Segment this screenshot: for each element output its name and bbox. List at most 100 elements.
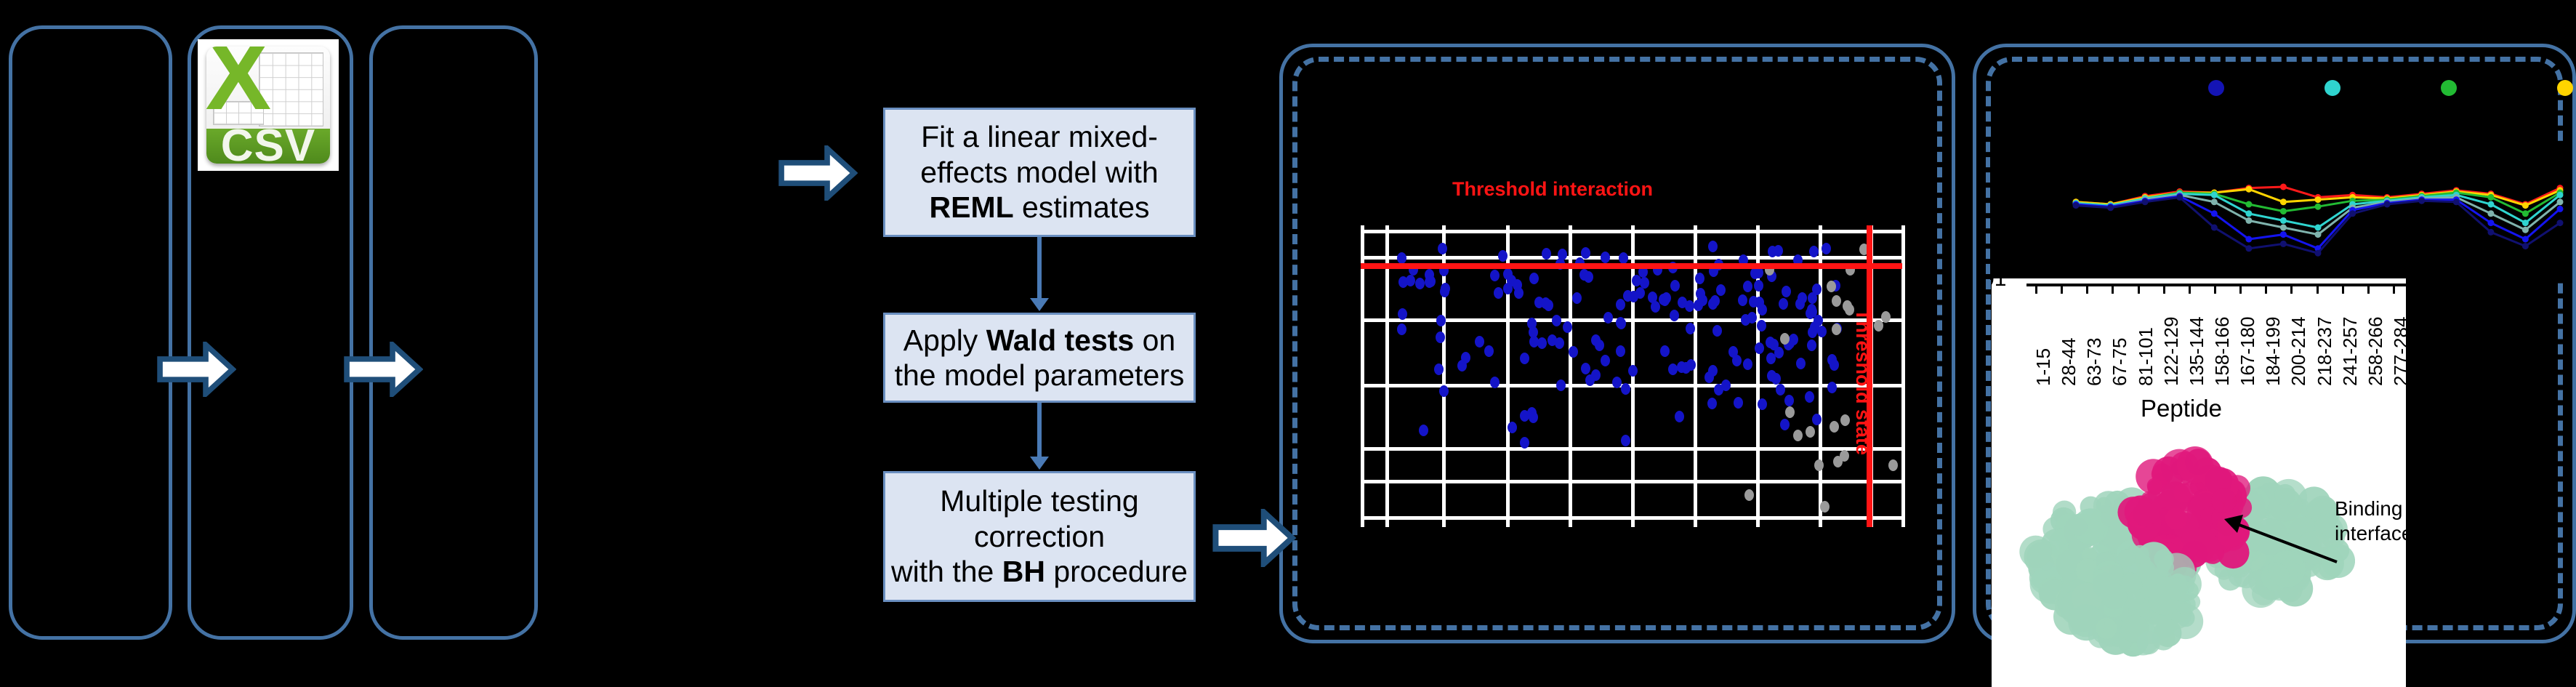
- scatter-point-significant: [1554, 337, 1564, 350]
- x-tick-label: 122-129: [2160, 316, 2182, 386]
- x-tick-mark: [2265, 285, 2268, 294]
- arrow-analysis-to-steps: [778, 145, 858, 201]
- x-tick-mark: [2162, 285, 2165, 294]
- series-marker: [2210, 224, 2218, 231]
- scatter-point-nonsignificant: [1888, 459, 1898, 472]
- peptide-axis-and-structure-card[interactable]: 0.01 1-1528-4463-7367-7581-101122-129135…: [1992, 278, 2406, 687]
- scatter-point-significant: [1830, 358, 1839, 371]
- step-reml-box[interactable]: Fit a linear mixed- the model parameters…: [883, 108, 1196, 237]
- series-marker: [2487, 201, 2495, 208]
- x-tick-label: 258-266: [2364, 316, 2386, 386]
- scatter-point-significant: [1686, 323, 1696, 335]
- scatter-point-significant: [1493, 287, 1503, 300]
- step-bh-box[interactable]: Multiple testing correction with the BH …: [883, 471, 1196, 602]
- x-tick-label: 1-15: [2032, 347, 2054, 386]
- scatter-point-significant: [1811, 414, 1822, 425]
- x-tick-label: 277-284: [2390, 316, 2406, 386]
- scatter-point-significant: [1621, 382, 1631, 395]
- step-reml-text: Fit a linear mixed- the model parameters…: [920, 120, 1159, 225]
- x-tick-mark: [2393, 285, 2395, 294]
- x-tick-mark: [2239, 285, 2242, 294]
- scatter-point-significant: [1756, 319, 1766, 332]
- threshold-scatter-plot[interactable]: [1361, 225, 1905, 527]
- scatter-point-significant: [1742, 280, 1752, 292]
- x-axis-title: Peptide: [2141, 395, 2222, 422]
- series-marker: [2245, 210, 2253, 217]
- connector-wald-bh: [1037, 403, 1042, 458]
- scatter-point-significant: [1776, 383, 1786, 395]
- scatter-point-significant: [1436, 315, 1446, 327]
- scatter-point-significant: [1611, 376, 1622, 388]
- series-marker: [2487, 193, 2495, 201]
- x-tick-mark: [2290, 285, 2293, 294]
- x-tick-mark: [2188, 285, 2191, 294]
- scatter-point-significant: [1668, 363, 1678, 375]
- series-marker: [2279, 240, 2287, 247]
- scatter-point-significant: [1827, 382, 1838, 394]
- scatter-point-nonsignificant: [1814, 459, 1824, 472]
- scatter-point-nonsignificant: [1744, 489, 1755, 501]
- scatter-point-significant: [1437, 242, 1447, 254]
- analysis-panel[interactable]: [369, 25, 538, 640]
- gridline-horizontal: [1361, 447, 1902, 451]
- x-tick-label: 158-166: [2211, 316, 2233, 386]
- scatter-point-significant: [1396, 323, 1406, 335]
- protein-surface-blob: [2314, 514, 2338, 538]
- scatter-point-significant: [1715, 284, 1726, 297]
- gridline-vertical: [1756, 225, 1760, 527]
- scatter-point-significant: [1398, 276, 1409, 288]
- scatter-point-significant: [1670, 279, 1680, 292]
- arrow-input-to-data: [157, 342, 236, 397]
- scatter-point-significant: [1674, 411, 1684, 423]
- csv-grid-secondary: [212, 100, 265, 125]
- scatter-point-significant: [1779, 297, 1789, 310]
- step-wald-box[interactable]: Apply Wald tests on the model parameters: [883, 313, 1196, 403]
- scatter-point-significant: [1397, 308, 1407, 320]
- csv-file-icon[interactable]: X CSV: [200, 41, 337, 169]
- series-marker: [2279, 198, 2287, 206]
- peptide-line-chart[interactable]: [1990, 80, 2573, 280]
- scatter-point-significant: [1710, 294, 1720, 307]
- series-marker: [2521, 236, 2529, 243]
- series-marker: [2176, 193, 2183, 201]
- excel-x-icon: X: [206, 47, 272, 130]
- scatter-point-significant: [1571, 292, 1582, 305]
- scatter-point-significant: [1419, 424, 1429, 436]
- connector-reml-wald: [1037, 237, 1042, 300]
- legend-dot[interactable]: [2557, 80, 2573, 96]
- scatter-point-nonsignificant: [1805, 426, 1815, 438]
- series-marker: [2349, 210, 2356, 217]
- scatter-point-significant: [1659, 345, 1670, 358]
- legend-dot[interactable]: [2208, 80, 2224, 96]
- protein-surface-blob: [2136, 631, 2161, 655]
- binding-interface-blob: [2185, 449, 2212, 475]
- scatter-point-significant: [1460, 352, 1470, 364]
- scatter-point-significant: [1508, 421, 1518, 433]
- legend-dot[interactable]: [2441, 80, 2457, 96]
- scatter-point-significant: [1784, 395, 1795, 407]
- series-marker: [2245, 217, 2253, 224]
- gridline-vertical: [1569, 225, 1572, 527]
- csv-icon-body: X CSV: [206, 47, 330, 164]
- legend-dot[interactable]: [2325, 80, 2340, 96]
- protein-surface-blob: [2321, 544, 2356, 578]
- scatter-point-significant: [1618, 252, 1628, 264]
- gridline-horizontal: [1361, 480, 1902, 483]
- gridline-horizontal: [1361, 230, 1902, 233]
- x-tick-label: 28-44: [2058, 337, 2080, 387]
- scatter-point-significant: [1814, 315, 1824, 327]
- protein-surface-svg: [2019, 446, 2356, 657]
- scatter-point-significant: [1747, 312, 1758, 324]
- gridline-vertical: [1506, 225, 1510, 527]
- input-panel[interactable]: [9, 25, 172, 640]
- x-axis-line: [2026, 284, 2406, 286]
- x-tick-mark: [2061, 285, 2064, 294]
- scatter-point-significant: [1686, 359, 1696, 371]
- series-marker: [2521, 210, 2529, 217]
- scatter-point-significant: [1771, 373, 1782, 385]
- protein-surface-blob: [2082, 547, 2098, 563]
- scatter-point-nonsignificant: [1843, 300, 1853, 312]
- scatter-point-significant: [1585, 374, 1595, 387]
- protein-surface-blob: [2068, 604, 2105, 641]
- scatter-point-significant: [1414, 278, 1425, 290]
